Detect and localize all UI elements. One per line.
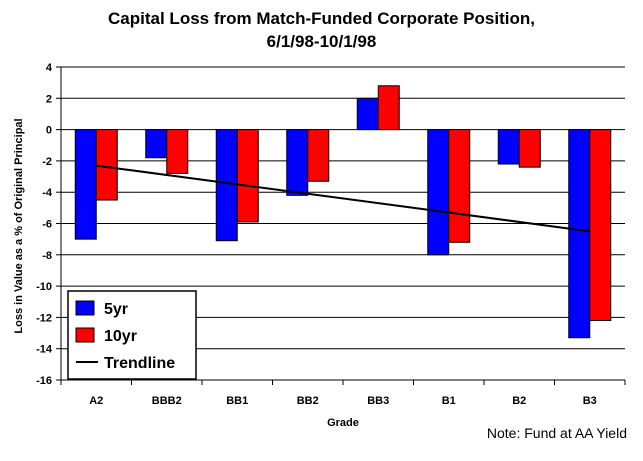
y-tick-label: -2: [42, 156, 52, 168]
x-tick-labels: A2 BBB2 BB1 BB2 BB3 B1 B2 B3: [89, 395, 597, 407]
bar-5yr-A2: [74, 129, 97, 240]
x-axis-label: Grade: [327, 417, 359, 429]
y-tick-labels: 4 2 0 -2 -4 -6 -8 -10 -12 -14 -16: [36, 62, 53, 387]
axes: [56, 66, 626, 385]
bar-5yr-BB1: [215, 129, 238, 242]
bar-10yr-BB1: [236, 129, 259, 223]
x-tick-label: B3: [583, 395, 597, 407]
legend-label-trendline: Trendline: [104, 355, 175, 372]
x-tick-label: BB3: [367, 395, 389, 407]
x-tick-label: BB2: [297, 395, 319, 407]
bar-10yr-B1: [448, 129, 471, 243]
legend-swatch-5yr: [75, 300, 95, 316]
y-tick-label: -4: [42, 187, 53, 199]
y-tick-label: -8: [42, 250, 52, 262]
x-tick-label: BBB2: [152, 395, 182, 407]
x-tick-label: B2: [512, 395, 526, 407]
x-tick-label: BB1: [226, 395, 248, 407]
legend-swatch-10yr: [75, 327, 95, 343]
bar-5yr-BB3: [356, 97, 379, 131]
x-tick-label: B1: [442, 395, 456, 407]
chart-title-line1: Capital Loss from Match-Funded Corporate…: [108, 9, 535, 28]
legend: 5yr 10yr Trendline: [67, 290, 197, 380]
legend-label-10yr: 10yr: [104, 328, 137, 345]
bar-5yr-B1: [427, 129, 450, 256]
bar-5yr-BBB2: [145, 129, 168, 159]
trendline: [96, 164, 590, 233]
bar-10yr-B3: [589, 129, 612, 322]
bar-5yr-B3: [568, 129, 591, 339]
footnote: Note: Fund at AA Yield: [487, 425, 627, 441]
y-axis-label: Loss in Value as a % of Original Princip…: [13, 118, 25, 333]
chart-title-line2: 6/1/98-10/1/98: [266, 32, 377, 51]
y-tick-label: -14: [36, 344, 53, 356]
y-tick-label: -16: [36, 375, 52, 387]
trendline-group: [96, 164, 590, 233]
bar-10yr-A2: [95, 129, 118, 201]
legend-label-5yr: 5yr: [104, 301, 128, 318]
x-tick-label: A2: [89, 395, 103, 407]
bar-10yr-BB2: [307, 129, 330, 182]
bar-10yr-BBB2: [166, 129, 189, 174]
y-tick-label: 4: [46, 62, 53, 74]
bar-10yr-BB3: [377, 85, 400, 131]
bars: [74, 85, 612, 339]
y-tick-label: -12: [36, 312, 52, 324]
y-tick-label: -10: [36, 281, 52, 293]
bar-5yr-BB2: [286, 129, 309, 196]
y-tick-label: -6: [42, 219, 52, 231]
y-tick-label: 0: [46, 125, 52, 137]
y-tick-label: 2: [46, 93, 52, 105]
bar-5yr-B2: [497, 129, 520, 165]
bar-10yr-B2: [518, 129, 541, 168]
